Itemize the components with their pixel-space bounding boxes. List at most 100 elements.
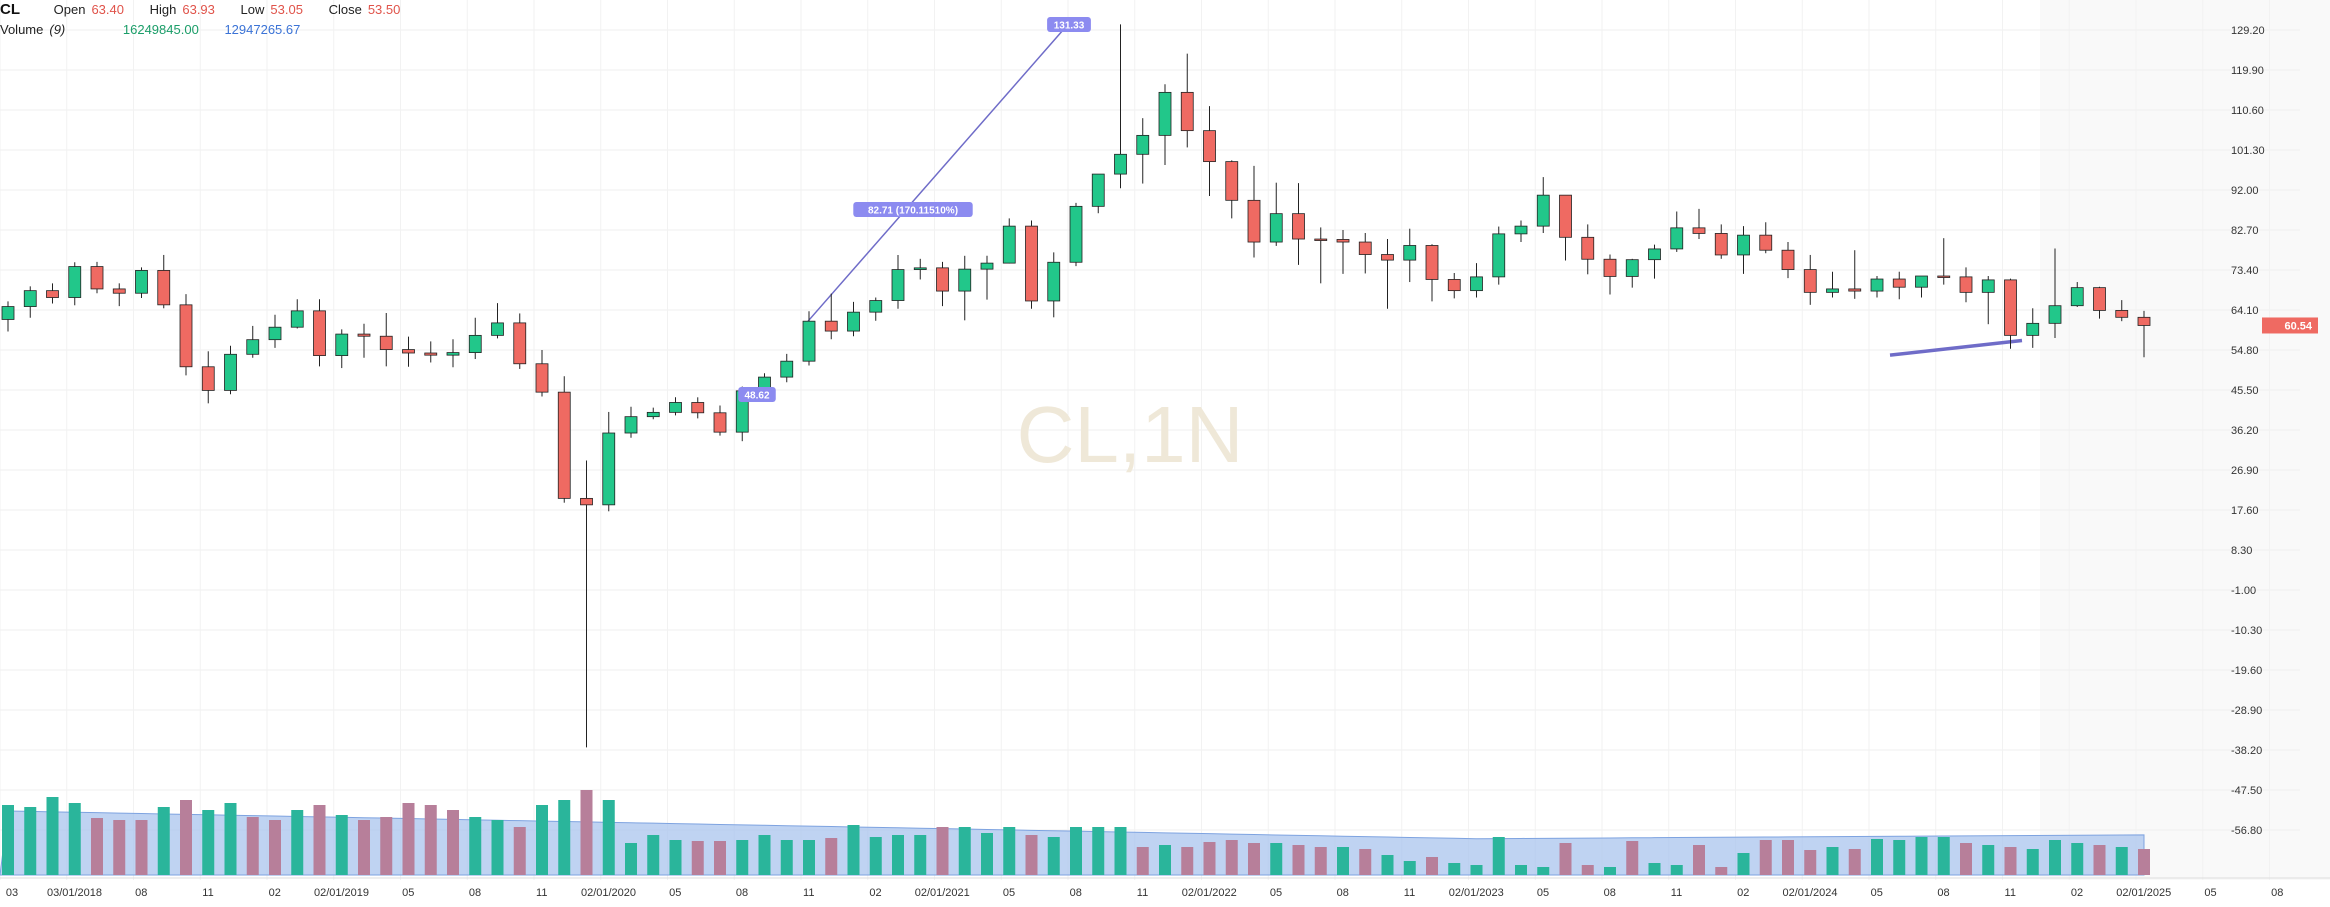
volume-bar	[1804, 850, 1817, 875]
candle-body	[2093, 287, 2106, 311]
x-tick-label: 02/01/2022	[1182, 887, 1237, 899]
candle-body	[780, 360, 794, 378]
candle-body	[1514, 225, 1528, 235]
high-label: High	[149, 2, 177, 17]
candle-body	[602, 432, 616, 506]
x-tick-label: 05	[402, 887, 414, 899]
volume-bar	[1559, 843, 1572, 875]
candle-body	[179, 304, 193, 368]
candle-body	[958, 268, 972, 292]
volume-bar	[1248, 843, 1260, 875]
candle-body	[1759, 234, 1773, 251]
volume-bar	[1982, 845, 1995, 875]
volume-bar	[580, 790, 593, 875]
volume-bar	[2, 805, 14, 875]
x-tick-label: 08	[736, 887, 748, 899]
candle-body	[824, 320, 838, 332]
candle-body	[2026, 322, 2040, 336]
x-tick-label: 02	[1737, 887, 1749, 899]
candle-body	[1025, 225, 1038, 302]
volume-bar	[1715, 867, 1728, 875]
volume-bar	[202, 810, 215, 875]
candle-body	[669, 402, 682, 413]
trend-line	[807, 23, 1069, 322]
candle-body	[1314, 238, 1328, 241]
x-tick-label: 05	[1871, 887, 1883, 899]
x-tick-label: 11	[1404, 887, 1415, 899]
x-tick-label: 11	[202, 887, 213, 899]
volume-bar	[1515, 865, 1527, 875]
candle-body	[1069, 205, 1083, 263]
candle-body	[713, 412, 727, 433]
volume-bar	[224, 803, 237, 875]
volume-bar	[1915, 837, 1928, 875]
candle-body	[2004, 279, 2017, 336]
volume-bar	[1270, 843, 1283, 875]
volume-bar	[1737, 853, 1750, 875]
volume-bar	[1826, 847, 1839, 875]
volume-bar	[424, 805, 437, 875]
candle-body	[847, 311, 860, 332]
low-value: 53.05	[270, 2, 303, 17]
candle-body	[1648, 248, 1661, 261]
candle-body	[335, 333, 349, 356]
y-tick-label: -10.30	[2231, 625, 2262, 637]
close-value: 53.50	[367, 2, 401, 17]
volume-bar	[402, 803, 415, 875]
volume-bar	[1292, 845, 1305, 875]
volume-bar	[358, 820, 370, 875]
volume-bar	[91, 818, 103, 875]
candle-body	[936, 267, 949, 292]
volume-bar	[625, 843, 637, 875]
volume-legend: Volume (9) 16249845.00 12947265.67	[0, 20, 422, 40]
low-label: Low	[240, 2, 265, 17]
volume-bar	[1782, 840, 1794, 875]
candle-body	[1826, 288, 1839, 293]
x-tick-label: 02/01/2023	[1449, 887, 1504, 899]
candle-body	[1981, 279, 1995, 293]
x-tick-label: 08	[1337, 887, 1349, 899]
volume-bar	[602, 800, 615, 875]
x-tick-label: 11	[803, 887, 814, 899]
volume-bar	[1003, 827, 1016, 875]
volume-bar	[1136, 847, 1149, 875]
candle-body	[1269, 213, 1283, 243]
volume-value: 16249845.00	[122, 22, 199, 37]
candle-body	[1425, 245, 1439, 280]
candle-body	[402, 349, 415, 354]
candle-body	[2115, 310, 2129, 318]
y-tick-label: 17.60	[2231, 505, 2259, 517]
candle-body	[1603, 258, 1617, 277]
x-tick-label: 11	[1671, 887, 1682, 899]
volume-bar	[1047, 837, 1060, 875]
volume-bar	[2138, 849, 2150, 875]
candle-body	[802, 320, 816, 362]
volume-bar	[1492, 837, 1505, 875]
volume-bar	[736, 840, 749, 875]
candle-body	[268, 326, 282, 341]
candle-body	[1937, 275, 1951, 278]
volume-bar	[1670, 865, 1683, 875]
volume-bar	[2004, 847, 2017, 875]
candle-body	[1670, 227, 1684, 250]
candle-body	[1492, 233, 1506, 278]
candle-body	[913, 267, 927, 270]
x-tick-label: 05	[669, 887, 681, 899]
candle-body	[1692, 227, 1706, 234]
volume-bar	[1448, 863, 1461, 875]
candle-body	[646, 411, 660, 418]
candle-body	[1158, 91, 1172, 136]
candle-body	[313, 310, 326, 356]
candle-body	[1381, 254, 1394, 261]
y-tick-label: -38.20	[2231, 745, 2262, 757]
volume-bar	[914, 835, 927, 875]
y-tick-label: -19.60	[2231, 665, 2262, 677]
y-tick-label: 82.70	[2231, 225, 2259, 237]
volume-bar	[291, 810, 304, 875]
candle-body	[1470, 276, 1483, 292]
open-value: 63.40	[91, 2, 124, 17]
volume-bar	[491, 820, 504, 875]
volume-bar	[2115, 847, 2128, 875]
